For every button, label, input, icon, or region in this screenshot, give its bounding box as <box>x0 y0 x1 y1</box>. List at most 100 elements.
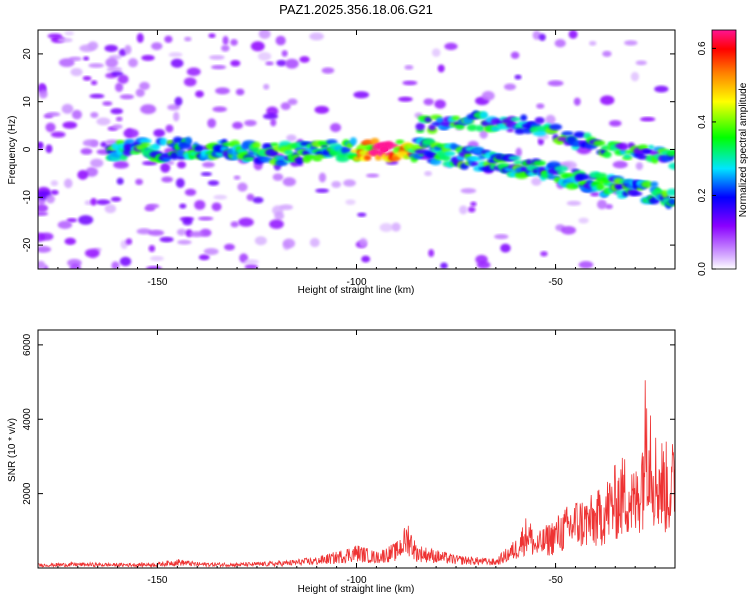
heatmap-cell <box>244 119 257 127</box>
heatmap-cell <box>209 55 225 60</box>
heatmap-cell <box>38 232 46 242</box>
heatmap-cell <box>345 199 356 205</box>
heatmap-cell <box>568 30 578 39</box>
snr-panel: -150 -100 -50 2000 4000 6000 Height of strai… <box>7 329 676 595</box>
heatmap-cell <box>174 96 183 106</box>
heatmap-cell <box>444 42 458 51</box>
heatmap-cell <box>50 131 66 138</box>
heatmap-cell <box>500 243 511 253</box>
heatmap-cell <box>252 196 264 204</box>
heatmap-cell <box>238 148 246 154</box>
heatmap-cell <box>63 178 73 189</box>
heatmap-cell <box>467 206 476 213</box>
chart-title: PAZ1.2025.356.18.06.G21 <box>279 2 433 17</box>
heatmap-cell <box>146 203 160 209</box>
heatmap-cell <box>194 144 205 153</box>
heatmap-cell <box>142 160 158 166</box>
heatmap-cell <box>593 140 606 146</box>
heatmap-cell <box>250 41 265 52</box>
heatmap-cell <box>545 114 556 125</box>
heatmap-cell <box>78 215 94 225</box>
heatmap-cell <box>533 160 547 167</box>
heatmap-cell <box>82 139 98 147</box>
heatmap-cell <box>330 123 342 133</box>
heatmap-cell <box>232 121 244 130</box>
colorbar-tick-label: 0.0 <box>697 262 708 276</box>
heatmap-cell <box>554 165 569 172</box>
heatmap-cell <box>590 192 600 197</box>
x-tick-label: -100 <box>346 575 366 586</box>
heatmap-cell <box>276 59 287 67</box>
heatmap-cell <box>668 162 675 170</box>
heatmap-cell <box>105 57 119 68</box>
heatmap-cell <box>331 180 342 188</box>
heatmap-cell <box>609 120 622 127</box>
heatmap-cell <box>164 35 173 43</box>
heatmap-cell <box>45 122 56 133</box>
heatmap-cell <box>379 223 393 232</box>
heatmap-cell <box>455 123 465 130</box>
heatmap-cell <box>165 124 174 133</box>
heatmap-cell <box>230 221 239 228</box>
heatmap-cell <box>630 191 643 196</box>
heatmap-cell <box>61 103 74 114</box>
heatmap-cell <box>270 118 277 127</box>
x-tick-label: -50 <box>548 277 563 288</box>
heatmap-cell <box>257 51 272 61</box>
heatmap-cell <box>159 137 168 146</box>
heatmap-cell <box>153 128 166 138</box>
colorbar-tick-label: 0.4 <box>697 115 708 129</box>
heatmap-cell <box>270 150 279 156</box>
heatmap-cell <box>262 142 273 148</box>
heatmap-cell <box>230 38 238 46</box>
heatmap-cell <box>213 194 228 200</box>
x-tick-label: -150 <box>147 277 167 288</box>
y-tick-label: 6000 <box>22 333 33 356</box>
heatmap-cell <box>520 114 528 122</box>
heatmap-cell <box>428 124 436 131</box>
heatmap-cell <box>286 134 297 142</box>
heatmap-cell <box>116 177 124 185</box>
heatmap-cell <box>71 109 82 120</box>
heatmap-cell <box>88 63 104 68</box>
heatmap-cell <box>468 156 482 162</box>
heatmap-cell <box>160 162 171 173</box>
heatmap-cell <box>141 54 155 61</box>
heatmap-cell <box>183 77 197 87</box>
heatmap-cell <box>167 104 181 111</box>
heatmap-cell <box>596 199 607 210</box>
heatmap-cell <box>561 131 574 136</box>
heatmap-cell <box>262 113 279 120</box>
heatmap-cell <box>58 58 75 68</box>
y-tick-label: -20 <box>22 237 33 252</box>
heatmap-cell <box>479 111 489 119</box>
heatmap-cell <box>168 52 183 58</box>
heatmap-cell <box>84 248 100 258</box>
colorbar-gradient <box>711 29 737 270</box>
heatmap-cell <box>280 102 291 111</box>
heatmap-cell <box>470 201 477 207</box>
heatmap-peak <box>380 147 389 152</box>
heatmap-cell <box>554 39 566 48</box>
heatmap-cell <box>282 238 296 249</box>
heatmap-cell <box>176 161 187 169</box>
heatmap-cell <box>361 255 371 263</box>
heatmap-cell <box>80 148 93 155</box>
heatmap-cell <box>510 117 522 122</box>
heatmap-cell <box>479 129 488 139</box>
heatmap-cell <box>79 44 95 52</box>
heatmap-cell <box>159 236 174 243</box>
heatmap-cell <box>252 141 261 149</box>
heatmap-cell <box>287 98 298 106</box>
heatmap-cell <box>357 212 367 217</box>
heatmap-cell <box>64 31 74 36</box>
heatmap-cell <box>451 115 461 121</box>
heatmap-cell <box>66 218 78 223</box>
heatmap-cell <box>212 106 227 113</box>
heatmap-cell <box>293 157 306 163</box>
heatmap-cell <box>222 35 229 46</box>
heatmap-y-axis-title: Frequency (Hz) <box>7 116 18 185</box>
heatmap-cell <box>475 254 488 265</box>
heatmap-cell <box>140 104 157 115</box>
